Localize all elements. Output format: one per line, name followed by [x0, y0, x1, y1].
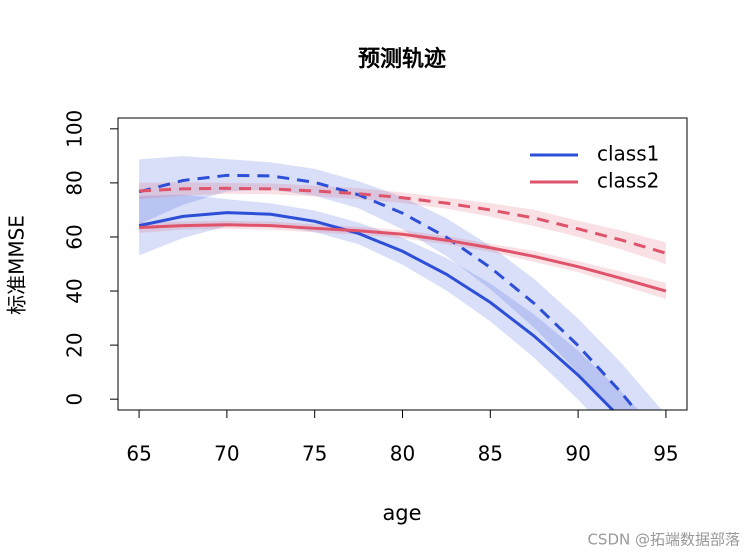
legend-label: class1: [597, 142, 659, 166]
y-tick-label: 20: [63, 332, 87, 357]
y-tick-label: 80: [63, 170, 87, 195]
y-tick-label: 60: [63, 224, 87, 249]
watermark: CSDN @拓端数据部落: [587, 531, 740, 549]
x-tick-label: 80: [390, 442, 415, 466]
confidence-band: [139, 156, 662, 410]
x-tick-label: 65: [126, 442, 151, 466]
confidence-band: [139, 220, 666, 300]
x-tick-label: 90: [565, 442, 590, 466]
y-tick-label: 100: [63, 110, 87, 148]
dashed-line: [138, 173, 638, 410]
x-tick-label: 75: [302, 442, 327, 466]
plot-area: [138, 156, 667, 410]
legend-label: class2: [597, 169, 659, 193]
x-axis-label: age: [382, 501, 421, 525]
x-tick-label: 95: [653, 442, 678, 466]
y-tick-label: 0: [63, 393, 87, 406]
chart-title: 预测轨迹: [358, 46, 446, 72]
y-axis-label: 标准MMSE: [5, 215, 29, 315]
x-tick-label: 70: [214, 442, 239, 466]
y-tick-label: 40: [63, 278, 87, 303]
line: [139, 223, 667, 293]
x-tick-label: 85: [478, 442, 503, 466]
line: [138, 211, 615, 410]
dashed-line: [139, 186, 667, 255]
